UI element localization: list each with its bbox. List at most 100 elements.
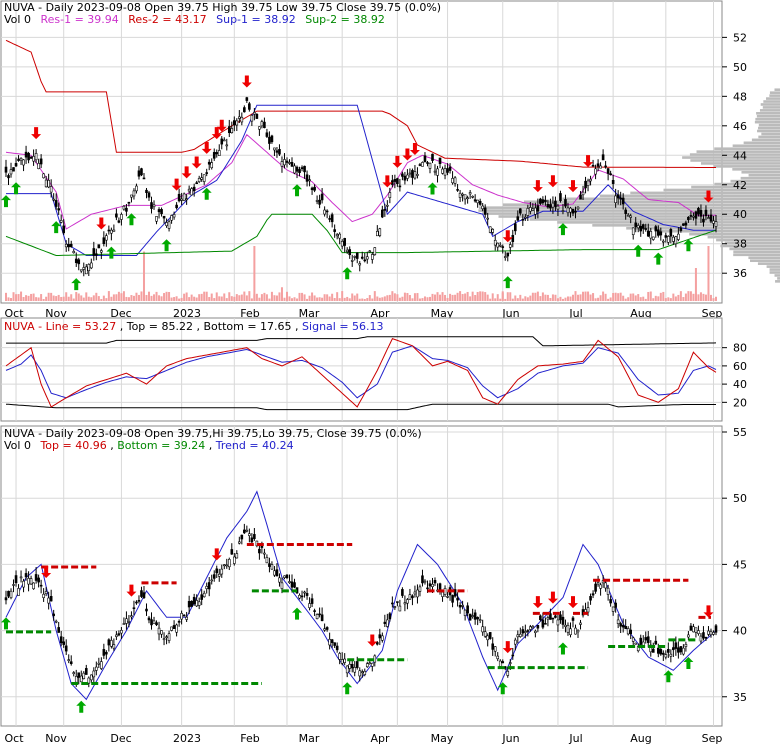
- volume-bar: [323, 294, 326, 301]
- price-candle-body: [599, 165, 602, 169]
- volume-spike: [476, 295, 479, 301]
- legend-res1: Res-1 = 39.94: [40, 13, 118, 26]
- down-arrow: [191, 156, 202, 169]
- trend-candle-body: [383, 621, 387, 624]
- price-candle-body: [438, 157, 442, 164]
- trend-candle-body: [453, 589, 457, 597]
- price-candle-body: [541, 199, 545, 204]
- price-candle-body: [152, 204, 156, 208]
- price-candle-body: [250, 114, 254, 122]
- volume-bar: [12, 292, 15, 301]
- volume-bar: [92, 295, 95, 301]
- trend-candle-body: [74, 676, 78, 683]
- trend-candle-body: [243, 529, 246, 534]
- price-candle-body: [49, 186, 53, 193]
- volume-profile-bar: [599, 194, 780, 198]
- trend-candle-body: [303, 591, 306, 594]
- trend-candle-body: [205, 585, 209, 590]
- trend-candle-body: [185, 616, 188, 620]
- trend-candle-body: [115, 634, 118, 637]
- trend-candle-body: [606, 587, 610, 595]
- price-candle-body: [220, 138, 224, 145]
- trend-candle-body: [335, 645, 339, 651]
- volume-bar: [481, 291, 484, 301]
- trend-candle-body: [290, 581, 294, 588]
- price-candle-body: [488, 226, 492, 233]
- trend-candle-body: [323, 628, 326, 631]
- price-candle-body: [672, 236, 675, 242]
- price-candle-body: [197, 178, 201, 182]
- volume-bar: [22, 297, 25, 301]
- y-tick-label: 42: [733, 179, 747, 192]
- price-candle-body: [436, 168, 439, 176]
- volume-bar: [47, 292, 50, 301]
- volume-bar: [130, 295, 133, 301]
- price-candle-body: [9, 169, 13, 175]
- volume-bar: [326, 294, 329, 301]
- volume-bar: [466, 291, 469, 301]
- volume-bar: [200, 293, 203, 301]
- trend-candle-body: [381, 635, 384, 641]
- volume-profile-bar: [724, 241, 780, 245]
- volume-bar: [328, 296, 331, 301]
- volume-bar: [566, 296, 569, 301]
- price-candle-body: [376, 231, 379, 237]
- trend-candle-body: [438, 583, 442, 590]
- price-candle-body: [421, 162, 424, 167]
- volume-bar: [516, 298, 519, 301]
- volume-bar: [461, 294, 464, 301]
- volume-profile-bar: [769, 94, 780, 97]
- price-candle-body: [227, 126, 231, 134]
- down-arrow: [211, 548, 222, 561]
- trend-candle-body: [468, 613, 472, 621]
- price-candle-body: [418, 164, 422, 166]
- price-candle-body: [205, 172, 209, 174]
- trend-candle-body: [626, 628, 630, 635]
- volume-bar: [411, 298, 414, 301]
- price-candle-body: [120, 214, 123, 220]
- down-arrow: [171, 178, 182, 191]
- trend-candle-body: [536, 625, 540, 629]
- price-candle-body: [398, 185, 402, 188]
- price-candle-body: [619, 197, 622, 200]
- volume-bar: [50, 292, 53, 301]
- trend-candle-body: [34, 574, 38, 581]
- trend-candle-body: [348, 663, 352, 669]
- volume-bar: [288, 296, 291, 301]
- volume-bar: [504, 298, 507, 301]
- volume-bar: [614, 292, 617, 301]
- volume-profile-bar: [766, 265, 780, 268]
- y-tick-label: 46: [733, 120, 747, 133]
- volume-bar: [285, 291, 288, 301]
- down-arrow: [382, 175, 393, 188]
- trend-candle-body: [513, 639, 517, 645]
- volume-bar: [321, 297, 324, 301]
- price-candle-body: [651, 236, 655, 240]
- price-candle-body: [521, 219, 525, 221]
- volume-bar: [607, 298, 610, 301]
- trend-candle-body: [24, 573, 28, 578]
- volume-bar: [388, 294, 391, 301]
- price-candle-body: [456, 189, 459, 191]
- bottom-band-line: [5, 403, 716, 411]
- price-candle-body: [458, 192, 462, 198]
- price-candle-body: [187, 188, 191, 192]
- volume-bar: [634, 295, 637, 301]
- legend-sep5: ,: [209, 439, 216, 452]
- volume-profile-bar: [713, 165, 780, 168]
- volume-bar: [163, 293, 166, 301]
- trend-candle-body: [117, 633, 121, 636]
- volume-bar: [393, 293, 396, 301]
- legend-top2: Top = 40.96: [39, 439, 106, 452]
- price-candle-body: [338, 233, 341, 239]
- price-candle-body: [656, 229, 660, 236]
- trend-candle-body: [423, 580, 427, 583]
- price-candle-body: [190, 188, 193, 196]
- price-candle-body: [524, 216, 527, 219]
- volume-bar: [188, 297, 191, 301]
- price-candle-body: [358, 263, 362, 266]
- trend-candle-body: [105, 651, 108, 655]
- volume-profile-bar: [630, 191, 780, 195]
- volume-profile-bar: [626, 226, 780, 230]
- sup2-line: [5, 213, 717, 256]
